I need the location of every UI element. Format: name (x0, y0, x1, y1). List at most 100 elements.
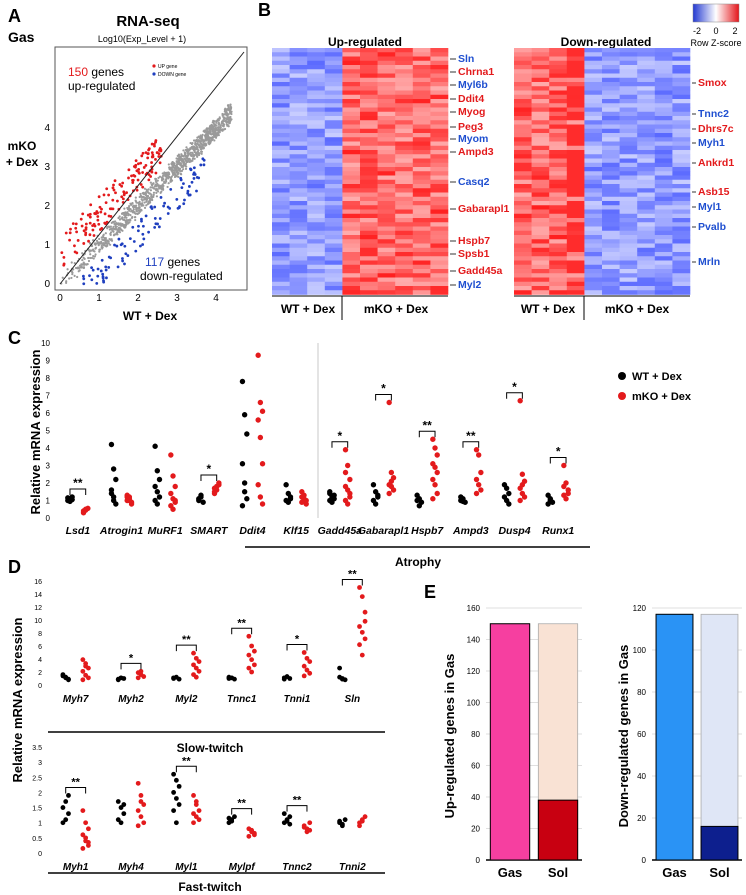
heatmap-cell (584, 235, 603, 240)
heatmap-cell (637, 273, 656, 278)
heatmap-cell (342, 137, 361, 142)
heatmap-cell (566, 256, 585, 261)
heatmap-cell (307, 239, 326, 244)
heatmap-cell (531, 167, 550, 172)
wt-point (115, 799, 121, 804)
heatmap-cell (412, 273, 431, 278)
heatmap-cell (289, 124, 308, 130)
heatmap-cell (514, 264, 532, 270)
heatmap-cell (324, 124, 343, 130)
heatmap-cell (395, 201, 414, 206)
y-tick-label: 4 (46, 444, 51, 453)
down-gene-point (147, 230, 150, 234)
y-tick-label: 9 (46, 357, 51, 366)
heatmap-cell (360, 60, 378, 66)
heatmap-cell (272, 158, 290, 164)
heatmap-cell (412, 218, 431, 223)
heatmap-cell (654, 60, 673, 66)
heatmap-cell (360, 201, 378, 206)
heatmap-cell (602, 133, 620, 138)
heatmap-cell (289, 256, 308, 261)
y-tick-label: 3 (38, 760, 42, 767)
wt-point (110, 497, 117, 504)
heatmap-cell (637, 107, 656, 113)
heatmap-cell (566, 247, 585, 253)
heatmap-cell (619, 128, 638, 134)
gene-label-tnnc2: Tnnc2 (698, 108, 729, 120)
heatmap-cell (514, 86, 532, 91)
heatmap-cell (307, 179, 326, 185)
heatmap-cell (584, 179, 603, 185)
heatmap-cell (377, 154, 396, 159)
panel-label-e: E (424, 582, 436, 602)
heatmap-cell (654, 86, 673, 91)
heatmap-cell (566, 60, 585, 66)
gene-point (123, 226, 126, 229)
heatmap-cell (324, 239, 343, 244)
heatmap-cell (619, 94, 638, 100)
heatmap-cell (654, 175, 673, 181)
heatmap-cell (637, 162, 656, 168)
up-gene-point (95, 210, 99, 213)
heatmap-cell (430, 196, 449, 202)
category-label-sol: Sol (548, 865, 568, 880)
heatmap-cell (289, 107, 308, 113)
heatmap-cell (602, 73, 620, 79)
heatmap-cell (602, 286, 620, 291)
x-tick-label: 2 (135, 293, 141, 304)
heatmap-cell (412, 120, 431, 125)
down-gene-point (100, 258, 104, 262)
heatmap-cell (514, 107, 532, 113)
heatmap-cell (619, 277, 638, 283)
heatmap-cell (430, 69, 449, 74)
heatmap-cell (377, 133, 396, 138)
heatmap-cell (531, 107, 550, 113)
gene-point (184, 148, 187, 152)
mko-point (301, 650, 307, 655)
heatmap-cell (307, 69, 326, 74)
heatmap-cell (584, 150, 603, 155)
heatmap-cell (395, 116, 414, 121)
gene-point (199, 142, 203, 145)
heatmap-cell (566, 82, 585, 87)
heatmap-cell (637, 264, 656, 270)
heatmap-cell (395, 286, 414, 291)
gene-point (178, 168, 181, 171)
heatmap-cell (395, 218, 414, 223)
heatmap-cell (360, 111, 378, 117)
wt-point (60, 805, 66, 810)
gene-label-myl6b: Myl6b (458, 79, 488, 91)
up-gene-point (111, 207, 115, 211)
heatmap-cell (412, 60, 431, 66)
heatmap-cell (289, 65, 308, 70)
down-gene-point (166, 212, 170, 215)
category-label-sol: Sol (709, 865, 729, 880)
heatmap-cell (584, 218, 603, 223)
gene-point (118, 215, 121, 218)
heatmap-cell (395, 230, 414, 236)
heatmap-cell (584, 226, 603, 232)
gene-point (65, 280, 68, 283)
up-gene-point (80, 224, 84, 228)
heatmap-cell (324, 192, 343, 198)
up-gene-point (141, 171, 145, 174)
heatmap-cell (360, 290, 378, 295)
gene-point (111, 229, 114, 232)
heatmap-cell (566, 145, 585, 151)
up-gene-point (91, 228, 95, 232)
gene-point (156, 190, 160, 193)
heatmap-cell (272, 82, 290, 87)
heatmap-cell (549, 277, 568, 283)
heatmap-cell (619, 137, 638, 142)
heatmap-cell (324, 260, 343, 266)
significance-marker: * (129, 652, 134, 664)
wt-point (285, 499, 292, 505)
heatmap-cell (324, 162, 343, 168)
heatmap-cell (672, 286, 691, 291)
heatmap-cell (602, 184, 620, 189)
heatmap-cell (602, 116, 620, 121)
heatmap-cell (566, 213, 585, 219)
mko-point (347, 476, 353, 483)
heatmap-cell (307, 141, 326, 147)
